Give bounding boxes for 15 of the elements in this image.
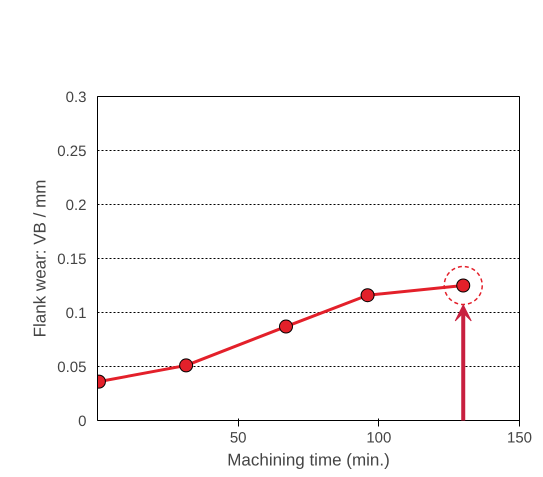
y-tick-label: 0.3 [66,89,87,106]
x-tick-label: 100 [366,430,392,446]
y-tick-label: 0.05 [57,359,87,376]
y-tick-label: 0.15 [57,251,87,268]
y-tick-label: 0.2 [66,197,87,214]
y-tick-label: 0.1 [66,305,87,322]
x-tick-label: 50 [230,430,247,446]
x-axis-title: Machining time (min.) [227,450,390,470]
point [278,320,293,334]
point [179,358,194,372]
y-tick-label: 0.25 [57,143,87,160]
point [360,288,375,302]
y-tick-label: 0 [78,413,86,430]
y-axis-title: Flank wear: VB / mm [30,180,50,338]
x-tick-label: 150 [506,430,532,446]
